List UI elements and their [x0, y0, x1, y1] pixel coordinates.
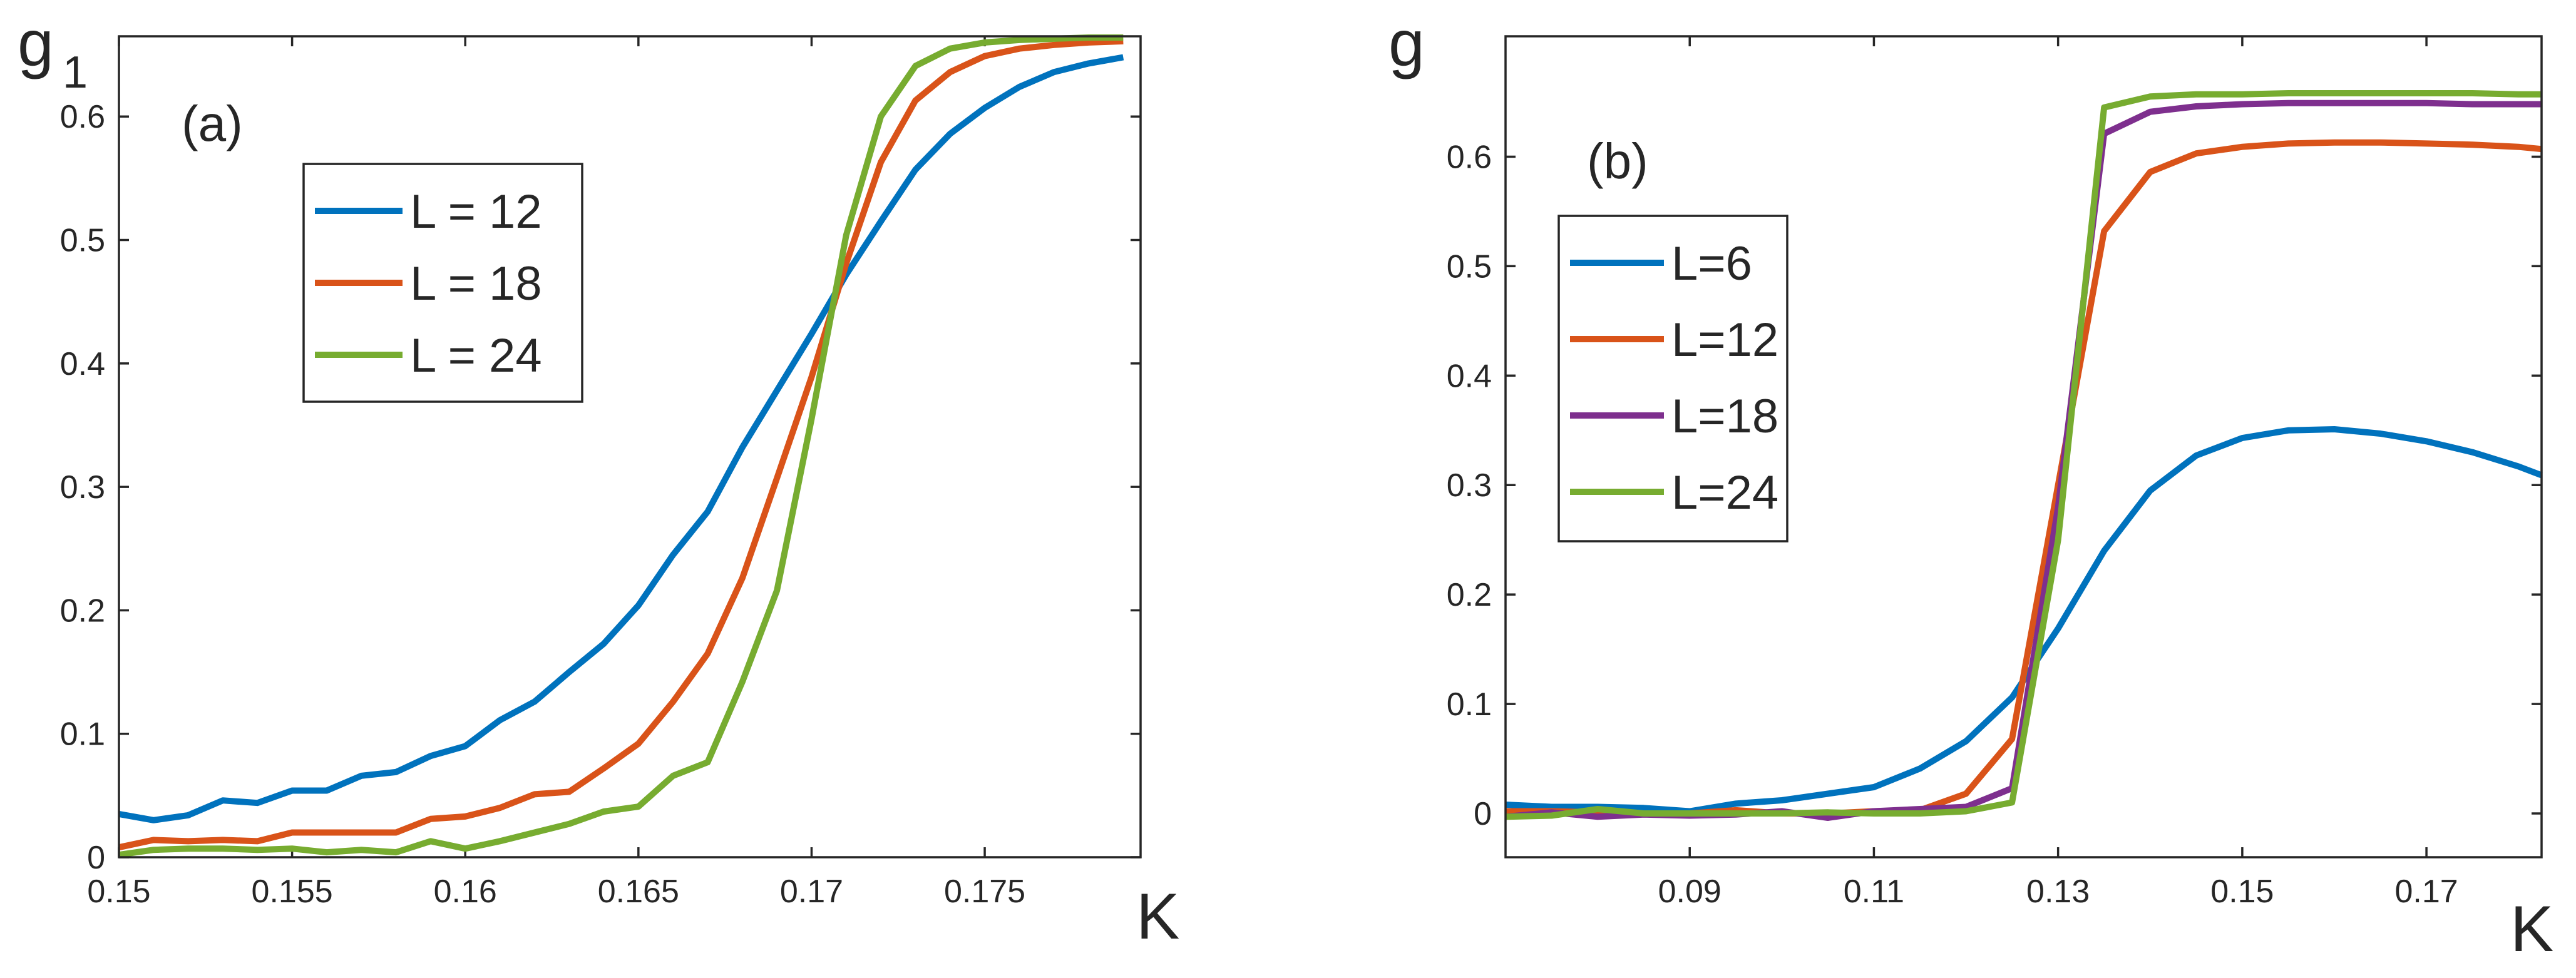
chart-panel-b: g K (b) 0.09 0.11 0.13 0.15 0.1700.10.20.30.…: [1388, 8, 2553, 965]
panel-b-ytick-label: 0.5: [1447, 248, 1492, 285]
panel-a-series: [118, 34, 1124, 858]
panel-b-legend-label: L=18: [1671, 390, 1778, 443]
panel-a-xtick-label: 0.155: [252, 874, 333, 910]
panel-a-xtick-label: 0.15: [87, 874, 150, 910]
panel-a-ytick-label: 0.6: [60, 99, 105, 135]
panel-a-ticks: 0.15 0.155 0.16 0.165 0.17 0.175 0 0.1 0.2 0.3 0.4…: [60, 36, 1141, 910]
chart-panel-a: g 1 K (a) 0.15 0.155 0.16 0.165 0.17 0.17500.…: [18, 8, 1179, 953]
panel-a-ylabel: g: [18, 8, 54, 80]
panel-a-ytick-label: 0.3: [60, 469, 105, 506]
panel-b-label: (b): [1587, 133, 1648, 189]
panel-a-xtick-label: 0.17: [780, 874, 843, 910]
panel-b-xtick-label: 0.11: [1844, 874, 1904, 910]
panel-b-series-line-4: [1505, 90, 2542, 820]
panel-a-ytick-label: 0: [87, 840, 105, 876]
panel-a-series-line-1: [118, 54, 1124, 823]
panel-a-ylabel-subscript: 1: [63, 48, 88, 98]
panel-a-xtick-label: 0.16: [434, 874, 497, 910]
panel-b-xtick-label: 0.17: [2395, 874, 2458, 910]
panel-b-legend-label: L=24: [1671, 466, 1778, 519]
panel-b-xtick-label: 0.13: [2026, 874, 2090, 910]
panel-a-series-line-2: [118, 38, 1124, 851]
panel-a-ytick-label: 0.5: [60, 223, 105, 259]
panel-a-ytick-label: 0.4: [60, 346, 105, 382]
panel-a-legend: L = 12 L = 18 L = 24: [302, 163, 583, 403]
panel-a-legend-label: L = 24: [410, 329, 542, 382]
panel-a-xtick-label: 0.175: [944, 874, 1025, 910]
panel-b-ytick-label: 0.4: [1447, 358, 1492, 394]
panel-a-label: (a): [182, 96, 243, 151]
panel-b-xtick-label: 0.09: [1658, 874, 1722, 910]
panel-b-ticks: 0.09 0.11 0.13 0.15 0.17 0 0.1 0.2 0.3 0.4 0.5 0.6: [1447, 36, 2542, 910]
panel-b-ylabel: g: [1388, 8, 1425, 80]
panel-b-legend-box: [1557, 215, 1788, 542]
panel-b-legend: L=6 L=12 L=18 L=24: [1557, 215, 1788, 542]
panel-b-legend-label: L=12: [1671, 313, 1778, 367]
panel-b-ytick-label: 0.3: [1447, 467, 1492, 504]
panel-b-axes-box: [1504, 35, 2543, 858]
panel-b-ytick-label: 0: [1474, 796, 1492, 832]
panel-a-series-line-3: [118, 34, 1124, 858]
panel-b-ytick-label: 0.1: [1447, 686, 1492, 723]
panel-a-xtick-label: 0.165: [598, 874, 679, 910]
panel-a-ytick-label: 0.2: [60, 593, 105, 629]
panel-a-legend-label: L = 12: [410, 185, 542, 238]
panel-a-xlabel: K: [1136, 880, 1179, 953]
panel-b-xlabel: K: [2510, 893, 2553, 965]
panel-b-ytick-label: 0.2: [1447, 577, 1492, 613]
panel-b-xtick-label: 0.15: [2210, 874, 2274, 910]
panel-a-ytick-label: 0.1: [60, 716, 105, 753]
panel-b-legend-label: L=6: [1671, 237, 1752, 290]
panel-a-axes-box: [118, 35, 1142, 858]
panel-b-series: [1505, 90, 2543, 821]
panel-b-ytick-label: 0.6: [1447, 139, 1492, 175]
panel-a-legend-label: L = 18: [410, 257, 542, 310]
